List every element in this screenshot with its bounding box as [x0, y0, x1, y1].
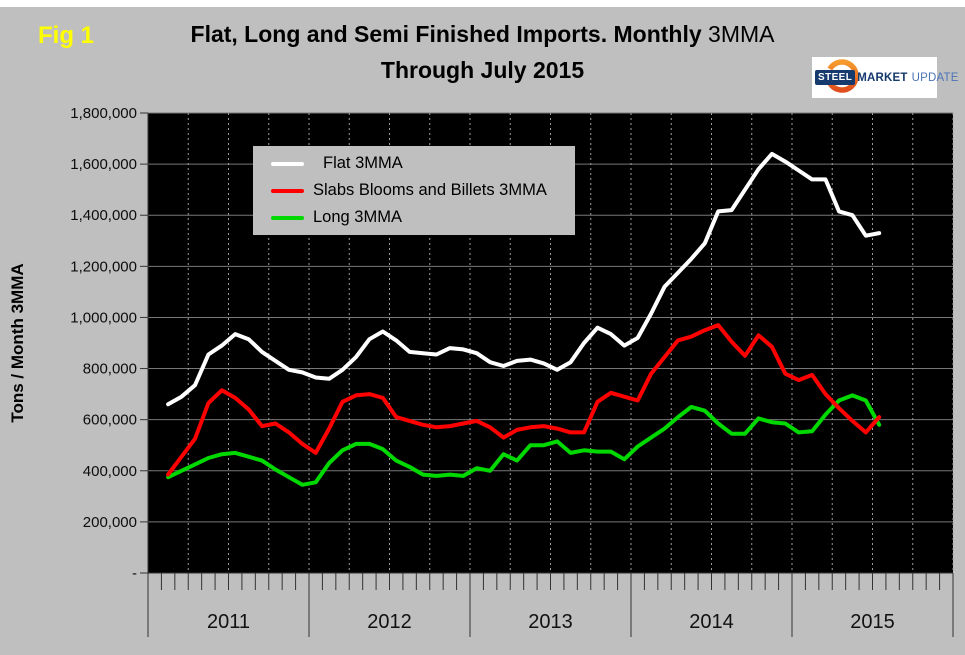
- legend: Flat 3MMA Slabs Blooms and Billets 3MMA …: [253, 146, 575, 235]
- legend-label-slabs: Slabs Blooms and Billets 3MMA: [313, 181, 547, 199]
- chart-title-line1-bold: Flat, Long and Semi Finished Imports. Mo…: [190, 21, 702, 47]
- y-axis-title: Tons / Month 3MMA: [8, 263, 27, 423]
- logo-crescent-icon: [827, 59, 859, 93]
- window-top-band: [0, 0, 965, 7]
- chart-title-line1: Flat, Long and Semi Finished Imports. Mo…: [60, 16, 905, 52]
- y-tick-label: 200,000: [83, 514, 137, 531]
- y-tick-label: 800,000: [83, 361, 137, 378]
- legend-label-flat: Flat 3MMA: [323, 154, 403, 172]
- y-tick-label: 1,000,000: [70, 309, 137, 326]
- y-tick-label: 1,200,000: [70, 258, 137, 275]
- x-year-label: 2015: [850, 611, 895, 633]
- y-tick-label: -: [132, 565, 137, 582]
- y-tick-label: 1,600,000: [70, 156, 137, 173]
- steel-market-update-logo: STEEL MARKET UPDATE: [812, 57, 958, 98]
- series-line-flat: [166, 151, 882, 407]
- legend-line-sample-slabs: [271, 188, 304, 193]
- chart-title-line1-light: 3MMA: [708, 21, 775, 47]
- x-year-label: 2011: [207, 611, 250, 633]
- y-tick-label: 1,400,000: [70, 207, 137, 224]
- legend-line-sample-long: [271, 215, 304, 220]
- x-year-label: 2012: [367, 611, 412, 633]
- logo-word-market: MARKET: [857, 71, 908, 84]
- figure-label: Fig 1: [38, 22, 95, 49]
- logo-text: STEEL MARKET UPDATE: [815, 57, 958, 98]
- chart-title: Flat, Long and Semi Finished Imports. Mo…: [60, 16, 905, 88]
- x-year-label: 2013: [528, 611, 573, 633]
- legend-line-sample-flat: [271, 161, 304, 166]
- legend-label-long: Long 3MMA: [313, 208, 402, 226]
- logo-word-steel: STEEL: [815, 70, 856, 85]
- x-year-label: 2014: [689, 611, 734, 633]
- legend-item-slabs: Slabs Blooms and Billets 3MMA: [271, 181, 575, 200]
- series-line-long: [166, 393, 882, 487]
- y-tick-label: 400,000: [83, 463, 137, 480]
- legend-item-long: Long 3MMA: [271, 208, 575, 227]
- series-line-slabs: [166, 323, 882, 477]
- chart-title-line2: Through July 2015: [380, 57, 585, 83]
- logo-word-update: UPDATE: [911, 71, 959, 84]
- y-tick-label: 1,800,000: [70, 105, 137, 122]
- legend-item-flat: Flat 3MMA: [271, 154, 575, 173]
- y-tick-label: 600,000: [83, 412, 137, 429]
